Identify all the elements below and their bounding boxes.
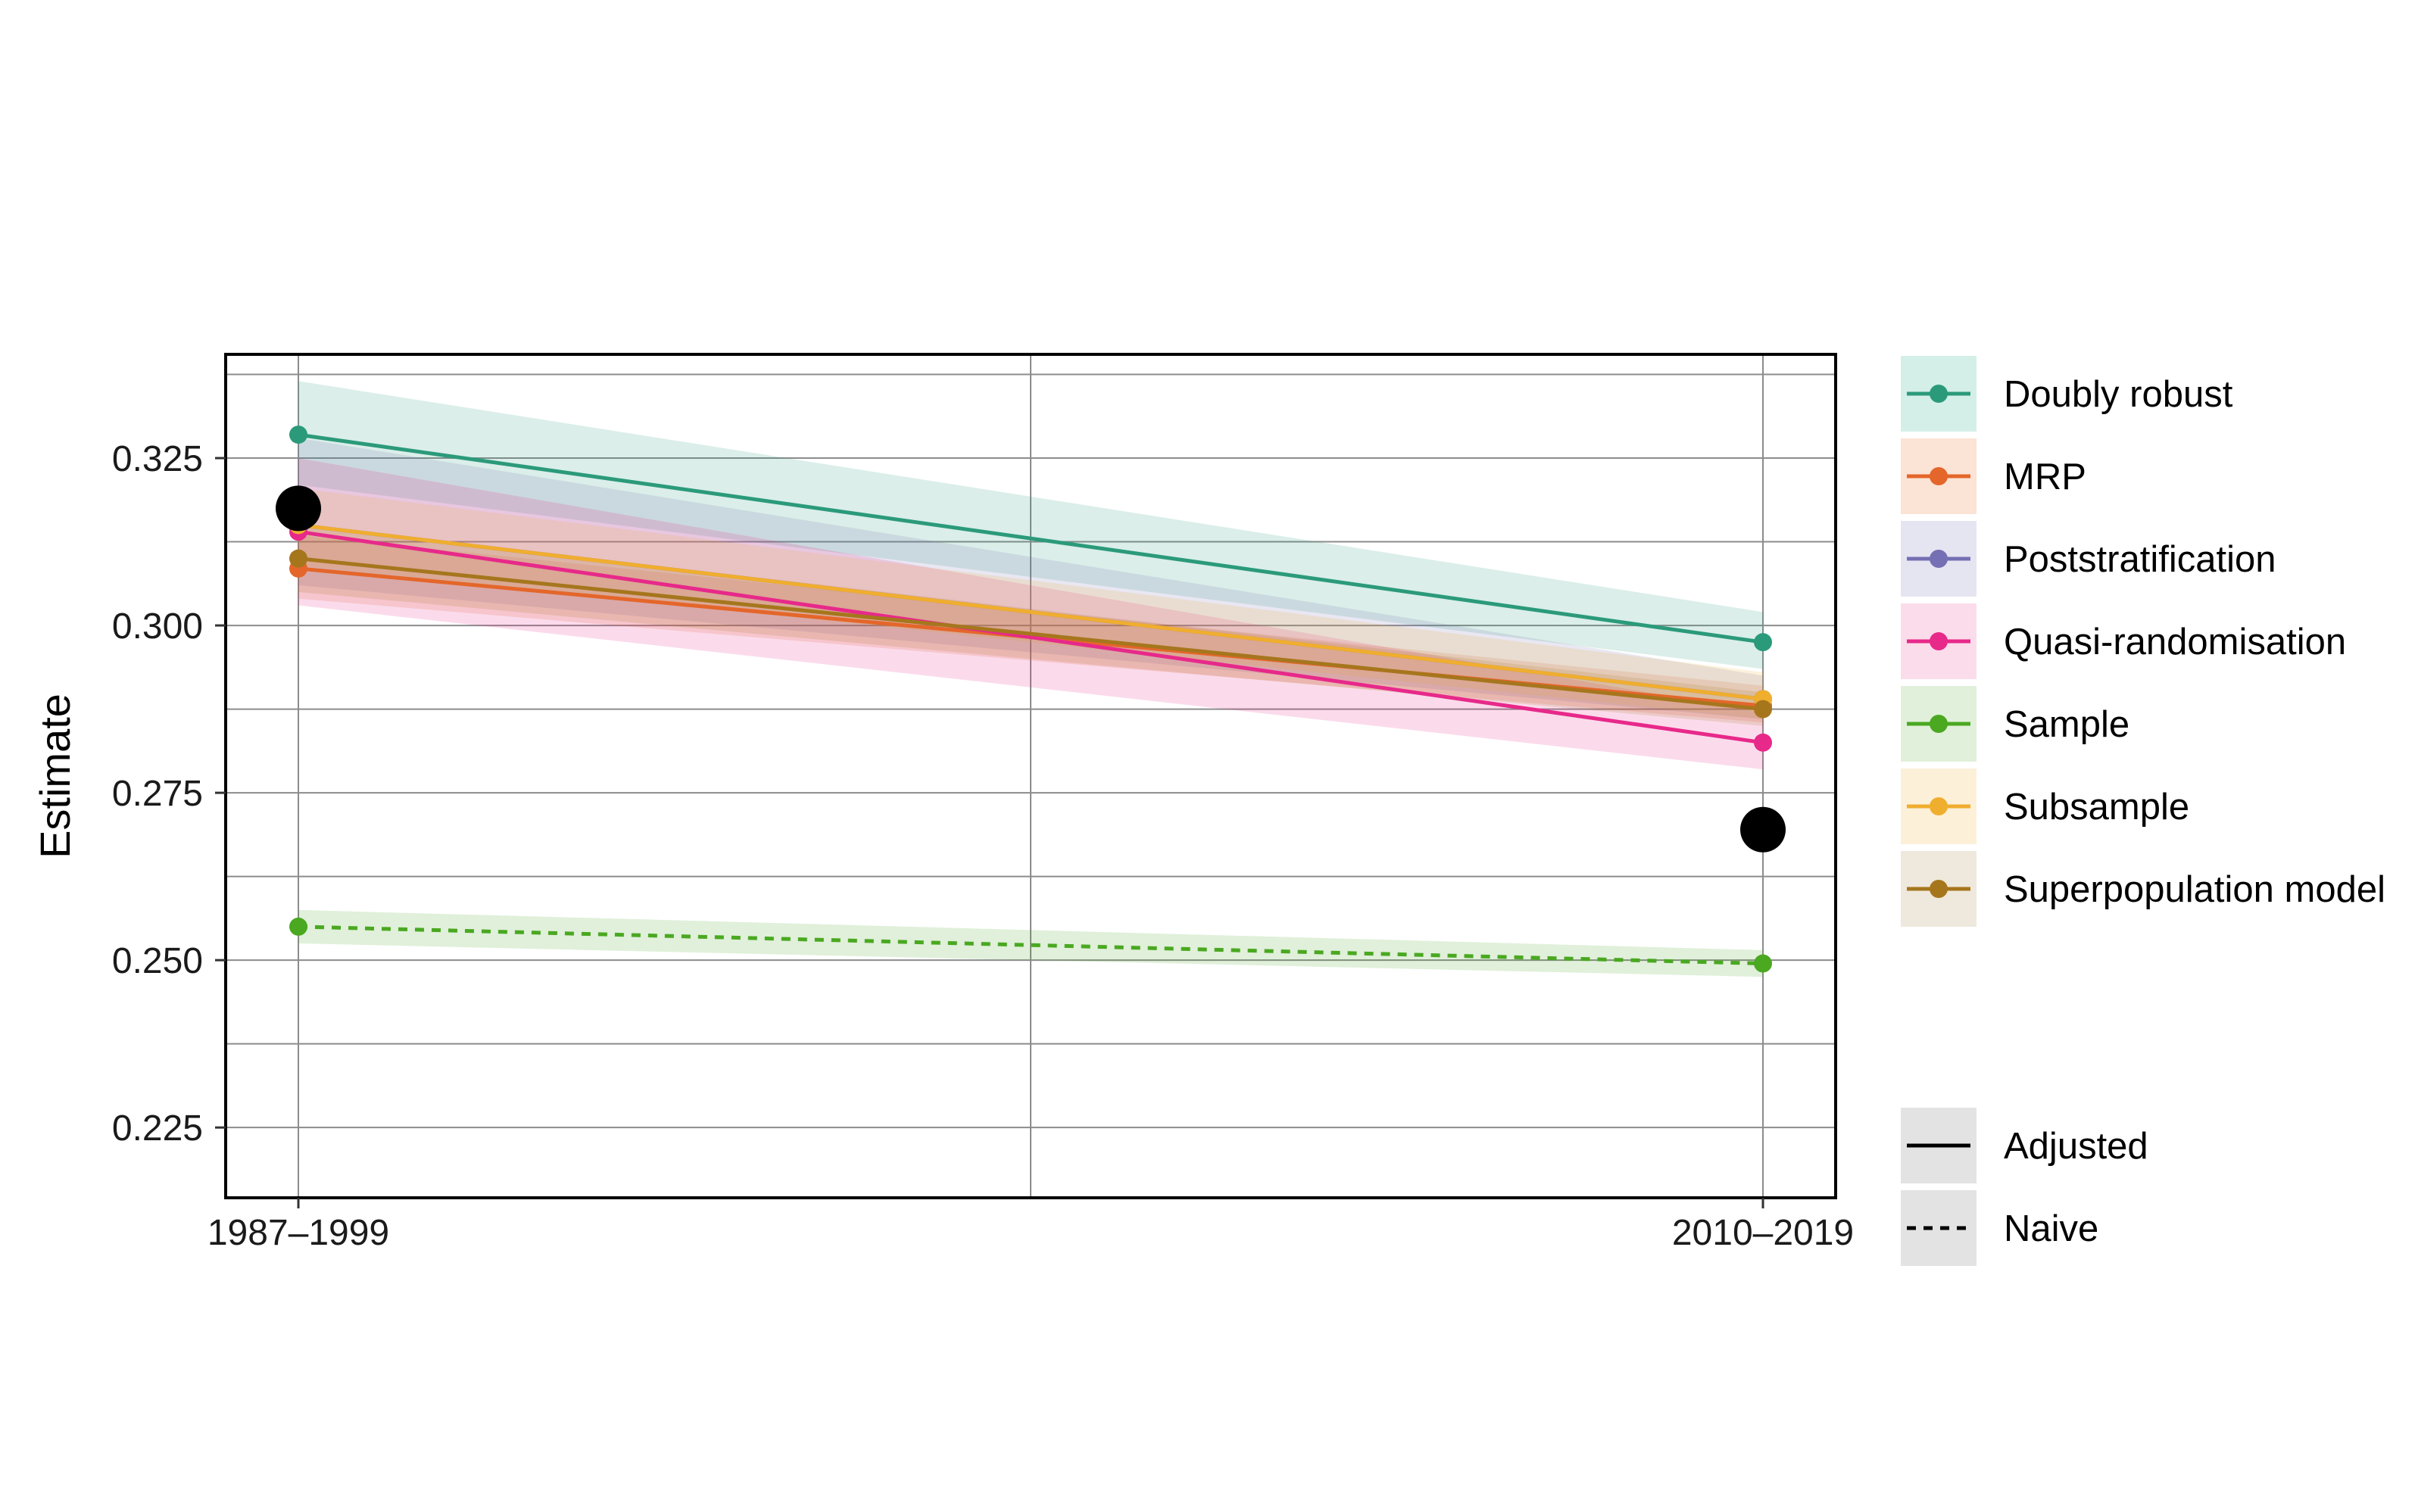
legend-key-point: [1930, 385, 1948, 403]
legend-key-point: [1930, 632, 1948, 650]
ci-band: [298, 488, 1763, 719]
legend-colour: Doubly robust MRP Poststratification Quasi-…: [1901, 356, 2385, 927]
ci-band: [298, 525, 1763, 726]
y-tick-label: 0.275: [112, 774, 203, 814]
legend-key-point: [1930, 550, 1948, 568]
data-point: [1754, 700, 1772, 719]
x-tick-label: 1987–1999: [207, 1213, 389, 1253]
legend-label: Naive: [2004, 1208, 2098, 1249]
legend-label: Quasi-randomisation: [2004, 622, 2346, 662]
y-tick-label: 0.325: [112, 439, 203, 479]
data-point: [289, 426, 307, 444]
data-point: [289, 917, 307, 936]
data-point: [1754, 633, 1772, 652]
legend-key-point: [1930, 715, 1948, 733]
legend-label: Subsample: [2004, 787, 2189, 828]
ci-band: [298, 535, 1763, 723]
reference-point: [276, 485, 321, 532]
series-line: [298, 924, 1764, 966]
legend-linetype: Adjusted Naive: [1901, 1108, 2148, 1266]
data-point: [1754, 954, 1772, 973]
series-lines: [298, 432, 1764, 966]
y-axis-title: Estimate: [31, 694, 79, 859]
legend-label: Sample: [2004, 704, 2129, 745]
x-tick-label: 2010–2019: [1672, 1213, 1854, 1253]
ci-band: [298, 381, 1763, 669]
series-line: [298, 556, 1764, 712]
data-point: [289, 549, 307, 568]
legend-key-point: [1930, 880, 1948, 898]
series-line: [298, 522, 1764, 701]
axes: 0.225 0.250 0.275 0.300 0.325 1987–1999 2010–2…: [112, 439, 1854, 1253]
reference-points: [276, 485, 1786, 853]
series-line: [298, 432, 1764, 644]
plot-panel-border: [224, 353, 1837, 1199]
legend-key-point: [1930, 467, 1948, 485]
ci-band: [298, 438, 1763, 719]
series-line: [298, 529, 1764, 745]
data-point: [1754, 733, 1772, 752]
legend-label: MRP: [2004, 457, 2086, 497]
y-tick-label: 0.225: [112, 1108, 203, 1149]
y-tick-label: 0.250: [112, 941, 203, 981]
legend-label: Adjusted: [2004, 1126, 2148, 1167]
legend-label: Poststratification: [2004, 539, 2276, 580]
legend-label: Superpopulation model: [2004, 869, 2385, 910]
reference-point: [1740, 806, 1786, 853]
y-tick-label: 0.300: [112, 606, 203, 647]
legend-key-point: [1930, 797, 1948, 815]
ci-band: [298, 909, 1763, 977]
legend-label: Doubly robust: [2004, 374, 2233, 415]
